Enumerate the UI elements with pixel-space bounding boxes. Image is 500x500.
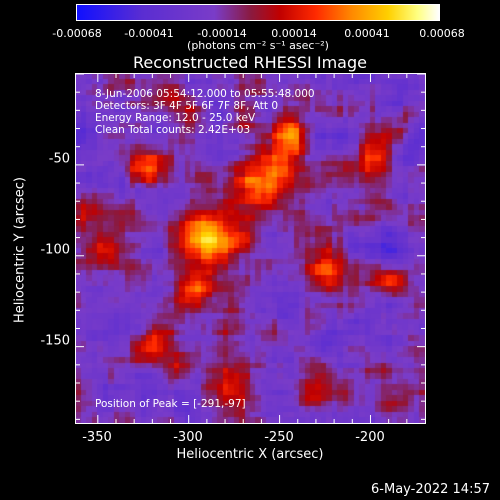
energy-range-text: Energy Range: 12.0 - 25.0 keV: [95, 112, 256, 124]
colorbar-tick-label: 0.00068: [419, 27, 465, 40]
y-tick-label: -100: [40, 242, 70, 258]
clean-counts-text: Clean Total counts: 2.42E+03: [95, 124, 251, 136]
y-tick-label: -150: [40, 333, 70, 349]
colorbar-tick-label: 0.00041: [344, 27, 390, 40]
detectors-text: Detectors: 3F 4F 5F 6F 7F 8F, Att 0: [95, 100, 279, 112]
colorbar-tick-label: -0.00041: [124, 27, 174, 40]
plot-title: Reconstructed RHESSI Image: [133, 53, 367, 72]
colorbar-tick-label: 0.00014: [271, 27, 317, 40]
time-range-text: 8-Jun-2006 05:54:12.000 to 05:55:48.000: [95, 88, 315, 100]
x-tick-label: -200: [355, 430, 385, 445]
peak-position-text: Position of Peak = [-291,-97]: [95, 398, 246, 410]
x-tick-label: -300: [173, 430, 203, 445]
x-tick-label: -350: [82, 430, 112, 445]
colorbar-units: (photons cm⁻² s⁻¹ asec⁻²): [187, 39, 329, 52]
y-axis-label: Heliocentric Y (arcsec): [12, 177, 28, 323]
x-axis-label: Heliocentric X (arcsec): [176, 447, 324, 462]
timestamp-footer: 6-May-2022 14:57: [371, 482, 490, 497]
y-tick-label: -50: [48, 151, 70, 167]
colorbar-tick-label: -0.00068: [52, 27, 102, 40]
plot-frame: [75, 73, 426, 424]
colorbar: [76, 4, 440, 21]
x-tick-label: -250: [264, 430, 294, 445]
rhessi-image-heatmap: [76, 74, 425, 423]
colorbar-tick-label: -0.00014: [197, 27, 247, 40]
